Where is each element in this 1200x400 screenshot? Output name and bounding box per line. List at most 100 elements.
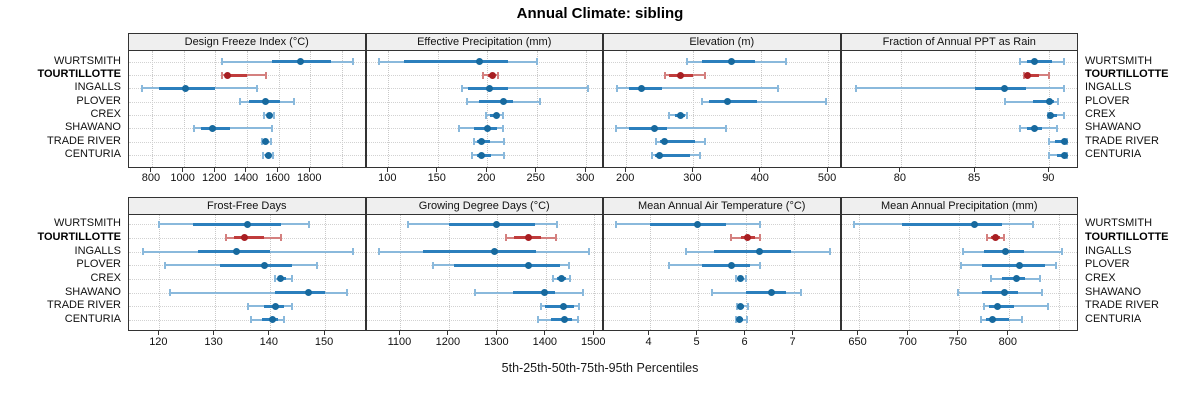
gridline-v <box>586 51 588 167</box>
whisker-cap-low <box>141 248 144 256</box>
axis-tick-label: 90 <box>1042 172 1055 184</box>
axis-tick <box>436 168 438 172</box>
median-dot <box>475 58 483 66</box>
gridline-v <box>1008 215 1010 330</box>
panel <box>840 50 1078 168</box>
site-label-left: INGALLS <box>74 81 121 94</box>
axis-tick <box>213 331 215 335</box>
iqr-band <box>233 236 265 240</box>
whisker-cap-low <box>852 220 855 228</box>
whisker-cap-high <box>1020 316 1023 324</box>
whisker-cap-high <box>346 289 349 297</box>
gridline-v <box>269 215 271 330</box>
median-dot <box>723 98 731 106</box>
whisker-cap-high <box>503 151 506 159</box>
axis-tick <box>592 331 594 335</box>
site-label-right: CREX <box>1085 108 1116 121</box>
whisker-cap-low <box>246 302 249 310</box>
panel <box>365 214 603 331</box>
whisker-line <box>616 127 726 130</box>
axis-tick-label: 1300 <box>484 336 509 348</box>
whisker-cap-high <box>556 220 559 228</box>
whisker-cap-high <box>703 138 706 146</box>
whisker-cap-low <box>536 316 539 324</box>
panel-strip-title: Effective Precipitation (mm) <box>365 33 603 50</box>
gridline-h <box>841 128 1077 130</box>
axis-tick <box>696 331 698 335</box>
whisker-cap-high <box>587 84 590 92</box>
iqr-band <box>224 73 247 77</box>
whisker-cap-high <box>351 248 354 256</box>
gridline-v <box>278 51 280 167</box>
iqr-band <box>453 263 560 267</box>
axis-tick-label: 100 <box>378 172 397 184</box>
site-label-right: SHAWANO <box>1085 121 1142 134</box>
median-dot <box>261 98 269 106</box>
gridline-h <box>841 101 1077 103</box>
gridline-h <box>841 141 1077 143</box>
whisker-cap-low <box>985 234 988 242</box>
whisker-cap-low <box>959 261 962 269</box>
iqr-band <box>981 291 1018 295</box>
whisker-cap-high <box>290 275 293 283</box>
median-dot <box>477 138 485 146</box>
site-label-left: CENTURIA <box>64 148 121 160</box>
site-label-right: INGALLS <box>1085 244 1132 257</box>
whisker-cap-low <box>482 71 485 79</box>
whisker-cap-low <box>466 98 469 106</box>
median-dot <box>483 124 491 132</box>
whisker-cap-low <box>474 289 477 297</box>
median-dot <box>744 234 752 242</box>
axis-tick-label: 1200 <box>202 172 227 184</box>
axis-tick <box>495 331 497 335</box>
axis-tick-label: 200 <box>477 172 496 184</box>
whisker-cap-high <box>271 124 274 132</box>
whisker-cap-low <box>377 248 380 256</box>
whisker-line <box>170 291 348 294</box>
whisker-cap-low <box>163 261 166 269</box>
axis-tick <box>648 331 650 335</box>
axis-tick <box>157 331 159 335</box>
whisker-cap-high <box>502 111 505 119</box>
axis-tick <box>857 331 859 335</box>
whisker-cap-high <box>724 124 727 132</box>
whisker-cap-high <box>1048 71 1051 79</box>
gridline-v <box>626 51 628 167</box>
gridline-h <box>366 278 602 280</box>
median-dot <box>262 138 270 146</box>
whisker-cap-low <box>158 220 161 228</box>
whisker-cap-high <box>1063 58 1066 66</box>
panel <box>128 214 366 331</box>
site-label-right: PLOVER <box>1085 94 1130 107</box>
whisker-cap-high <box>1046 302 1049 310</box>
median-dot <box>1047 111 1055 119</box>
whisker-cap-low <box>261 138 263 146</box>
whisker-cap-low <box>961 248 964 256</box>
site-label-right: CENTURIA <box>1085 148 1142 160</box>
whisker-cap-high <box>577 316 580 324</box>
whisker-cap-high <box>758 261 761 269</box>
iqr-band <box>220 263 292 267</box>
iqr-band <box>628 126 667 130</box>
whisker-cap-high <box>1063 111 1066 119</box>
whisker-cap-high <box>282 316 285 324</box>
whisker-cap-low <box>734 275 737 283</box>
whisker-cap-low <box>989 275 992 283</box>
whisker-line <box>461 87 589 90</box>
gridline-v <box>487 51 489 167</box>
whisker-cap-low <box>615 124 618 132</box>
whisker-cap-high <box>269 138 272 146</box>
chart-title: Annual Climate: sibling <box>516 5 684 22</box>
gridline-h <box>841 265 1077 267</box>
iqr-band <box>985 318 1009 322</box>
panel-strip-title: Frost-Free Days <box>128 197 366 214</box>
whisker-line <box>701 100 827 103</box>
gridline-v <box>215 51 217 167</box>
gridline-v <box>388 51 390 167</box>
axis-tick <box>544 331 546 335</box>
axis-tick-label: 1200 <box>435 336 461 348</box>
whisker-cap-low <box>431 261 434 269</box>
median-dot <box>1030 58 1038 66</box>
whisker-cap-low <box>552 275 555 283</box>
whisker-cap-high <box>1040 289 1043 297</box>
